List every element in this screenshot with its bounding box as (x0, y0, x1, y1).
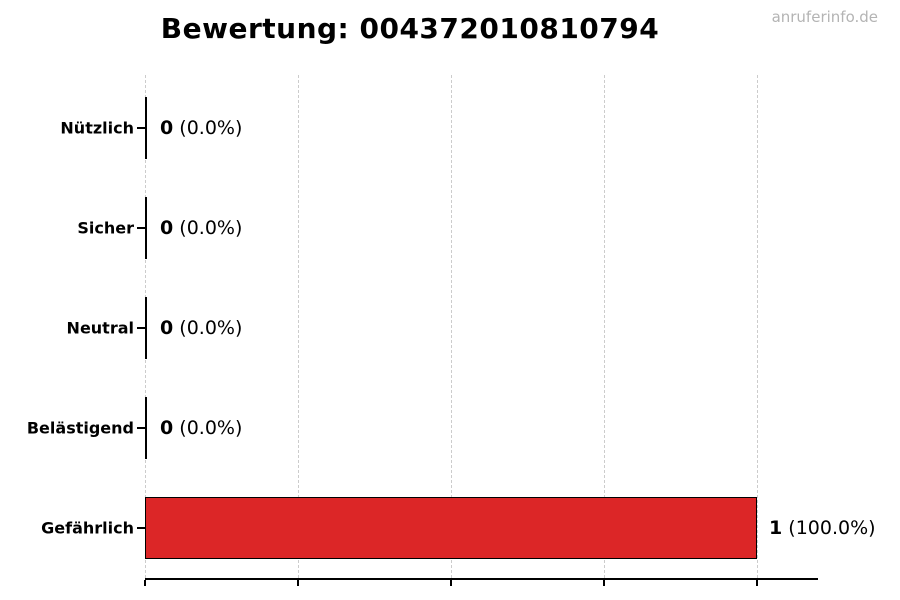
category-label: Gefährlich (41, 518, 134, 538)
y-axis-tick (137, 127, 145, 129)
bar-neutral (145, 297, 147, 359)
bar-nuetzlich (145, 97, 147, 159)
value-label: 0 (0.0%) (160, 217, 242, 239)
value-label: 1 (100.0%) (769, 517, 876, 539)
value-percent: (0.0%) (179, 117, 243, 139)
bar-row: Belästigend 0 (0.0%) (27, 397, 818, 459)
plot-area: Nützlich 0 (0.0%) Sicher 0 (0.0%) Neutra… (27, 75, 876, 586)
y-axis-tick (137, 327, 145, 329)
bar-belaestigend (145, 397, 147, 459)
bar-gefaehrlich (145, 497, 757, 559)
x-axis-tick (603, 580, 605, 586)
bar-row: Neutral 0 (0.0%) (67, 297, 818, 359)
x-axis-tick (297, 580, 299, 586)
value-count: 0 (160, 317, 174, 339)
value-percent: (100.0%) (788, 517, 876, 539)
value-percent: (0.0%) (179, 417, 243, 439)
x-axis-tick (756, 580, 758, 586)
value-label: 0 (0.0%) (160, 117, 242, 139)
x-axis-tick (450, 580, 452, 586)
y-axis-tick (137, 527, 145, 529)
category-label: Belästigend (26, 418, 134, 438)
category-label: Sicher (77, 218, 134, 238)
value-count: 0 (160, 117, 174, 139)
category-label: Nützlich (60, 118, 134, 138)
value-count: 1 (769, 517, 783, 539)
gridline (298, 75, 299, 578)
gridline (451, 75, 452, 578)
x-axis-tick (144, 580, 146, 586)
value-count: 0 (160, 217, 174, 239)
bar-row: Gefährlich 1 (100.0%) (41, 497, 876, 559)
gridline (604, 75, 605, 578)
y-axis-tick (137, 427, 145, 429)
bar-row: Nützlich 0 (0.0%) (60, 97, 818, 159)
y-axis-tick (137, 227, 145, 229)
bar-sicher (145, 197, 147, 259)
value-label: 0 (0.0%) (160, 417, 242, 439)
bar-row: Sicher 0 (0.0%) (77, 197, 818, 259)
value-percent: (0.0%) (179, 217, 243, 239)
value-percent: (0.0%) (179, 317, 243, 339)
gridline (757, 75, 758, 578)
chart-title: Bewertung: 004372010810794 (160, 12, 660, 45)
value-count: 0 (160, 417, 174, 439)
category-label: Neutral (66, 318, 134, 338)
value-label: 0 (0.0%) (160, 317, 242, 339)
watermark-text: anruferinfo.de (771, 8, 878, 26)
